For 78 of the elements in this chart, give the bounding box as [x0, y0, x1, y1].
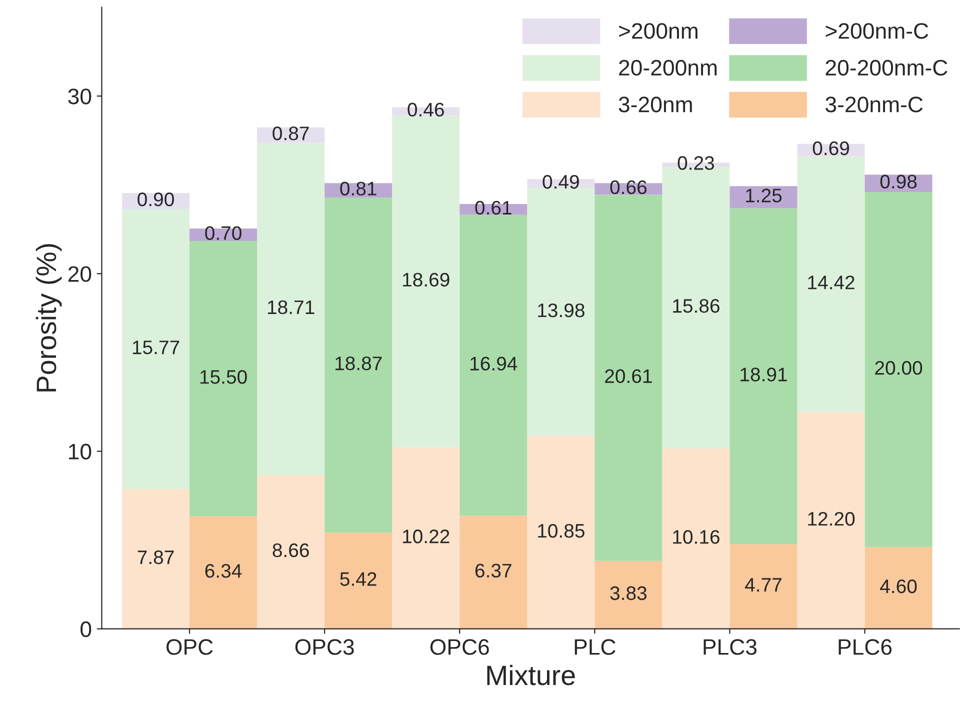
data-label: 10.22: [403, 530, 450, 544]
legend-label: >200nm-C: [826, 23, 928, 39]
legend-label: >200nm: [619, 23, 698, 39]
data-label: 6.37: [475, 564, 512, 578]
bar: [190, 240, 258, 516]
data-label: 20.61: [605, 369, 652, 384]
bar: [797, 412, 865, 629]
data-label: 14.42: [808, 276, 854, 290]
bar: [797, 156, 865, 412]
bar: [190, 516, 258, 629]
bar: [662, 448, 730, 629]
y-tick-label: 20: [68, 266, 92, 282]
data-label: 0.98: [880, 174, 917, 188]
bar: [324, 197, 392, 533]
bar: [730, 544, 798, 629]
data-label: 18.91: [740, 368, 787, 382]
bar: [257, 142, 325, 476]
data-label: 0.49: [542, 174, 579, 189]
x-tick-label: PLC6: [838, 639, 892, 655]
data-label: 18.87: [335, 356, 382, 370]
bar: [730, 208, 798, 544]
data-label: 0.66: [610, 180, 647, 194]
bar: [527, 188, 595, 436]
data-label: 7.87: [138, 550, 174, 564]
x-axis-title: Mixture: [487, 664, 575, 686]
legend-label: 3-20nm: [618, 96, 692, 112]
data-label: 16.94: [470, 356, 518, 371]
data-label: 18.71: [268, 300, 314, 314]
x-tick-label: OPC: [166, 639, 213, 655]
bar: [864, 547, 932, 629]
data-label: 3.83: [610, 586, 647, 600]
bar: [257, 475, 325, 629]
data-label: 0.61: [475, 200, 512, 215]
data-label: 15.77: [132, 340, 180, 354]
data-label: 5.42: [340, 572, 376, 586]
data-label: 0.70: [205, 226, 242, 240]
x-tick-label: OPC3: [295, 639, 354, 655]
legend-label: 20-200nm-C: [826, 60, 948, 76]
legend-label: 3-20nm-C: [826, 96, 923, 112]
y-tick-label: 10: [69, 444, 92, 460]
bar: [122, 209, 190, 490]
y-tick-label: 0: [80, 621, 92, 638]
data-label: 20.00: [875, 361, 922, 375]
x-tick-label: PLC3: [704, 639, 757, 655]
x-tick-label: OPC6: [430, 639, 489, 655]
data-label: 0.87: [272, 126, 309, 140]
data-label: 6.34: [205, 564, 242, 578]
legend-label: 20-200nm: [619, 60, 717, 76]
bar: [730, 186, 798, 208]
data-label: 13.98: [538, 303, 584, 318]
data-label: 15.86: [673, 299, 720, 313]
bar: [122, 489, 190, 629]
data-label: 0.46: [408, 102, 444, 117]
bar: [594, 194, 662, 561]
y-axis-title: Porosity (%): [36, 244, 62, 392]
data-label: 10.16: [673, 530, 720, 544]
bar: [527, 436, 595, 629]
data-label: 18.69: [403, 272, 450, 287]
bar: [392, 447, 460, 629]
data-label: 0.90: [138, 192, 174, 206]
x-tick-label: PLC: [574, 639, 616, 655]
bar: [460, 516, 528, 629]
data-label: 12.20: [808, 512, 855, 526]
data-label: 8.66: [272, 543, 309, 558]
bar: [460, 214, 528, 516]
bar: [324, 532, 392, 629]
data-label: 15.50: [200, 370, 247, 384]
data-label: 4.60: [880, 579, 917, 594]
data-label: 0.81: [340, 182, 376, 196]
bar: [864, 192, 932, 548]
bar: [392, 115, 460, 448]
data-label: 0.23: [678, 156, 714, 170]
data-label: 10.85: [538, 524, 584, 538]
data-label: 1.25: [746, 188, 782, 202]
data-label: 0.69: [812, 141, 850, 156]
data-label: 4.77: [745, 578, 782, 592]
y-tick-label: 30: [68, 88, 92, 104]
bar: [594, 560, 662, 629]
